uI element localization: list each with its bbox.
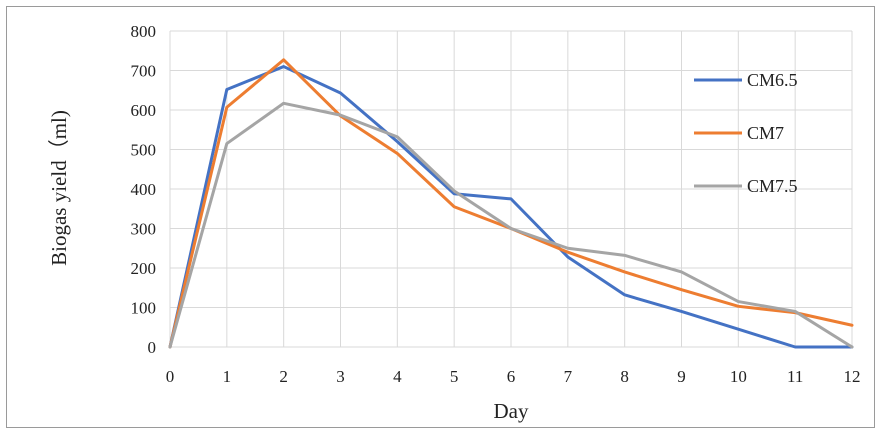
grid-lines [169,30,853,348]
series-line-cm6-5 [168,65,854,349]
y-tick-labels: 0 100 200 300 400 500 600 700 800 [131,22,157,357]
x-tick-label: 1 [223,367,232,386]
x-tick-label: 10 [730,367,747,386]
y-tick-label: 800 [131,22,157,41]
legend: CM6.5 CM7 CM7.5 [694,70,798,196]
y-tick-label: 200 [131,259,157,278]
y-tick-label: 300 [131,220,157,239]
x-axis-title: Day [494,399,529,423]
x-tick-label: 5 [450,367,459,386]
y-tick-label: 100 [131,299,157,318]
legend-label: CM7 [747,123,784,143]
chart-frame [6,6,875,428]
y-tick-label: 600 [131,101,157,120]
x-tick-label: 3 [336,367,345,386]
series-lines [168,58,854,349]
legend-item: CM7 [694,123,784,143]
legend-label: CM6.5 [747,70,798,90]
x-tick-label: 2 [279,367,288,386]
legend-item: CM6.5 [694,70,798,90]
y-tick-label: 0 [148,338,157,357]
legend-label: CM7.5 [747,176,798,196]
x-tick-label: 4 [393,367,402,386]
x-tick-labels: 0 1 2 3 4 5 6 7 8 9 10 11 12 [166,367,861,386]
y-tick-label: 700 [131,62,157,81]
x-tick-label: 0 [166,367,175,386]
x-tick-label: 12 [844,367,861,386]
x-tick-label: 7 [564,367,573,386]
x-tick-label: 6 [507,367,516,386]
x-tick-label: 9 [677,367,686,386]
y-tick-label: 500 [131,141,157,160]
x-tick-label: 11 [787,367,803,386]
y-axis-title: Biogas yield（ml) [47,110,71,266]
legend-item: CM7.5 [694,176,798,196]
x-tick-label: 8 [620,367,629,386]
y-tick-label: 400 [131,180,157,199]
series-line-cm7-5 [168,101,854,349]
